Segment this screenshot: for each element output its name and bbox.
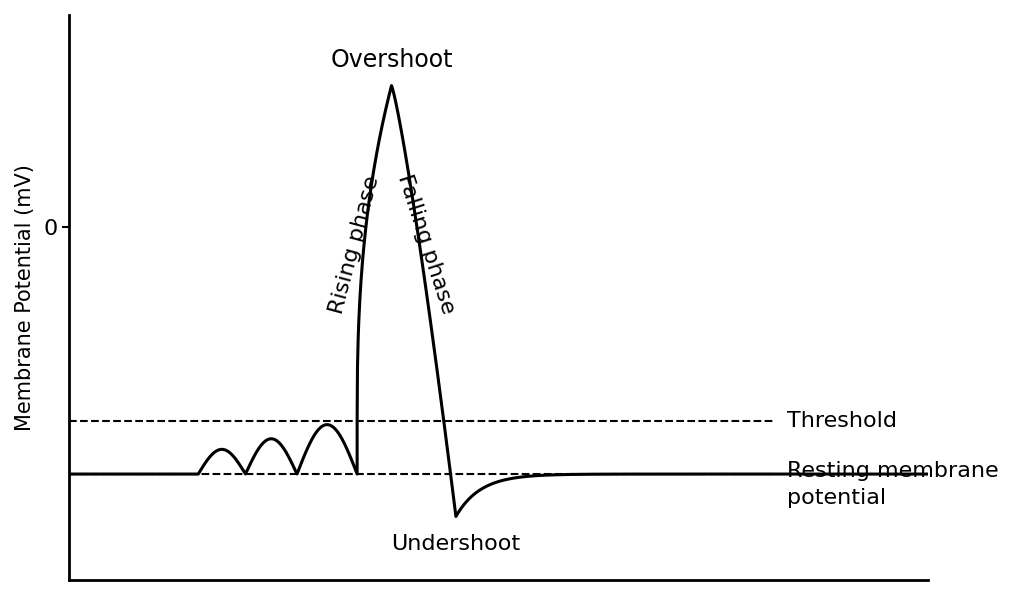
Y-axis label: Membrane Potential (mV): Membrane Potential (mV) [15, 164, 35, 431]
Text: Overshoot: Overshoot [330, 48, 453, 71]
Text: Falling phase: Falling phase [394, 172, 458, 317]
Text: Undershoot: Undershoot [391, 534, 520, 554]
Text: Threshold: Threshold [786, 411, 897, 431]
Text: Resting membrane
potential: Resting membrane potential [786, 462, 998, 508]
Text: Rising phase: Rising phase [327, 173, 383, 316]
